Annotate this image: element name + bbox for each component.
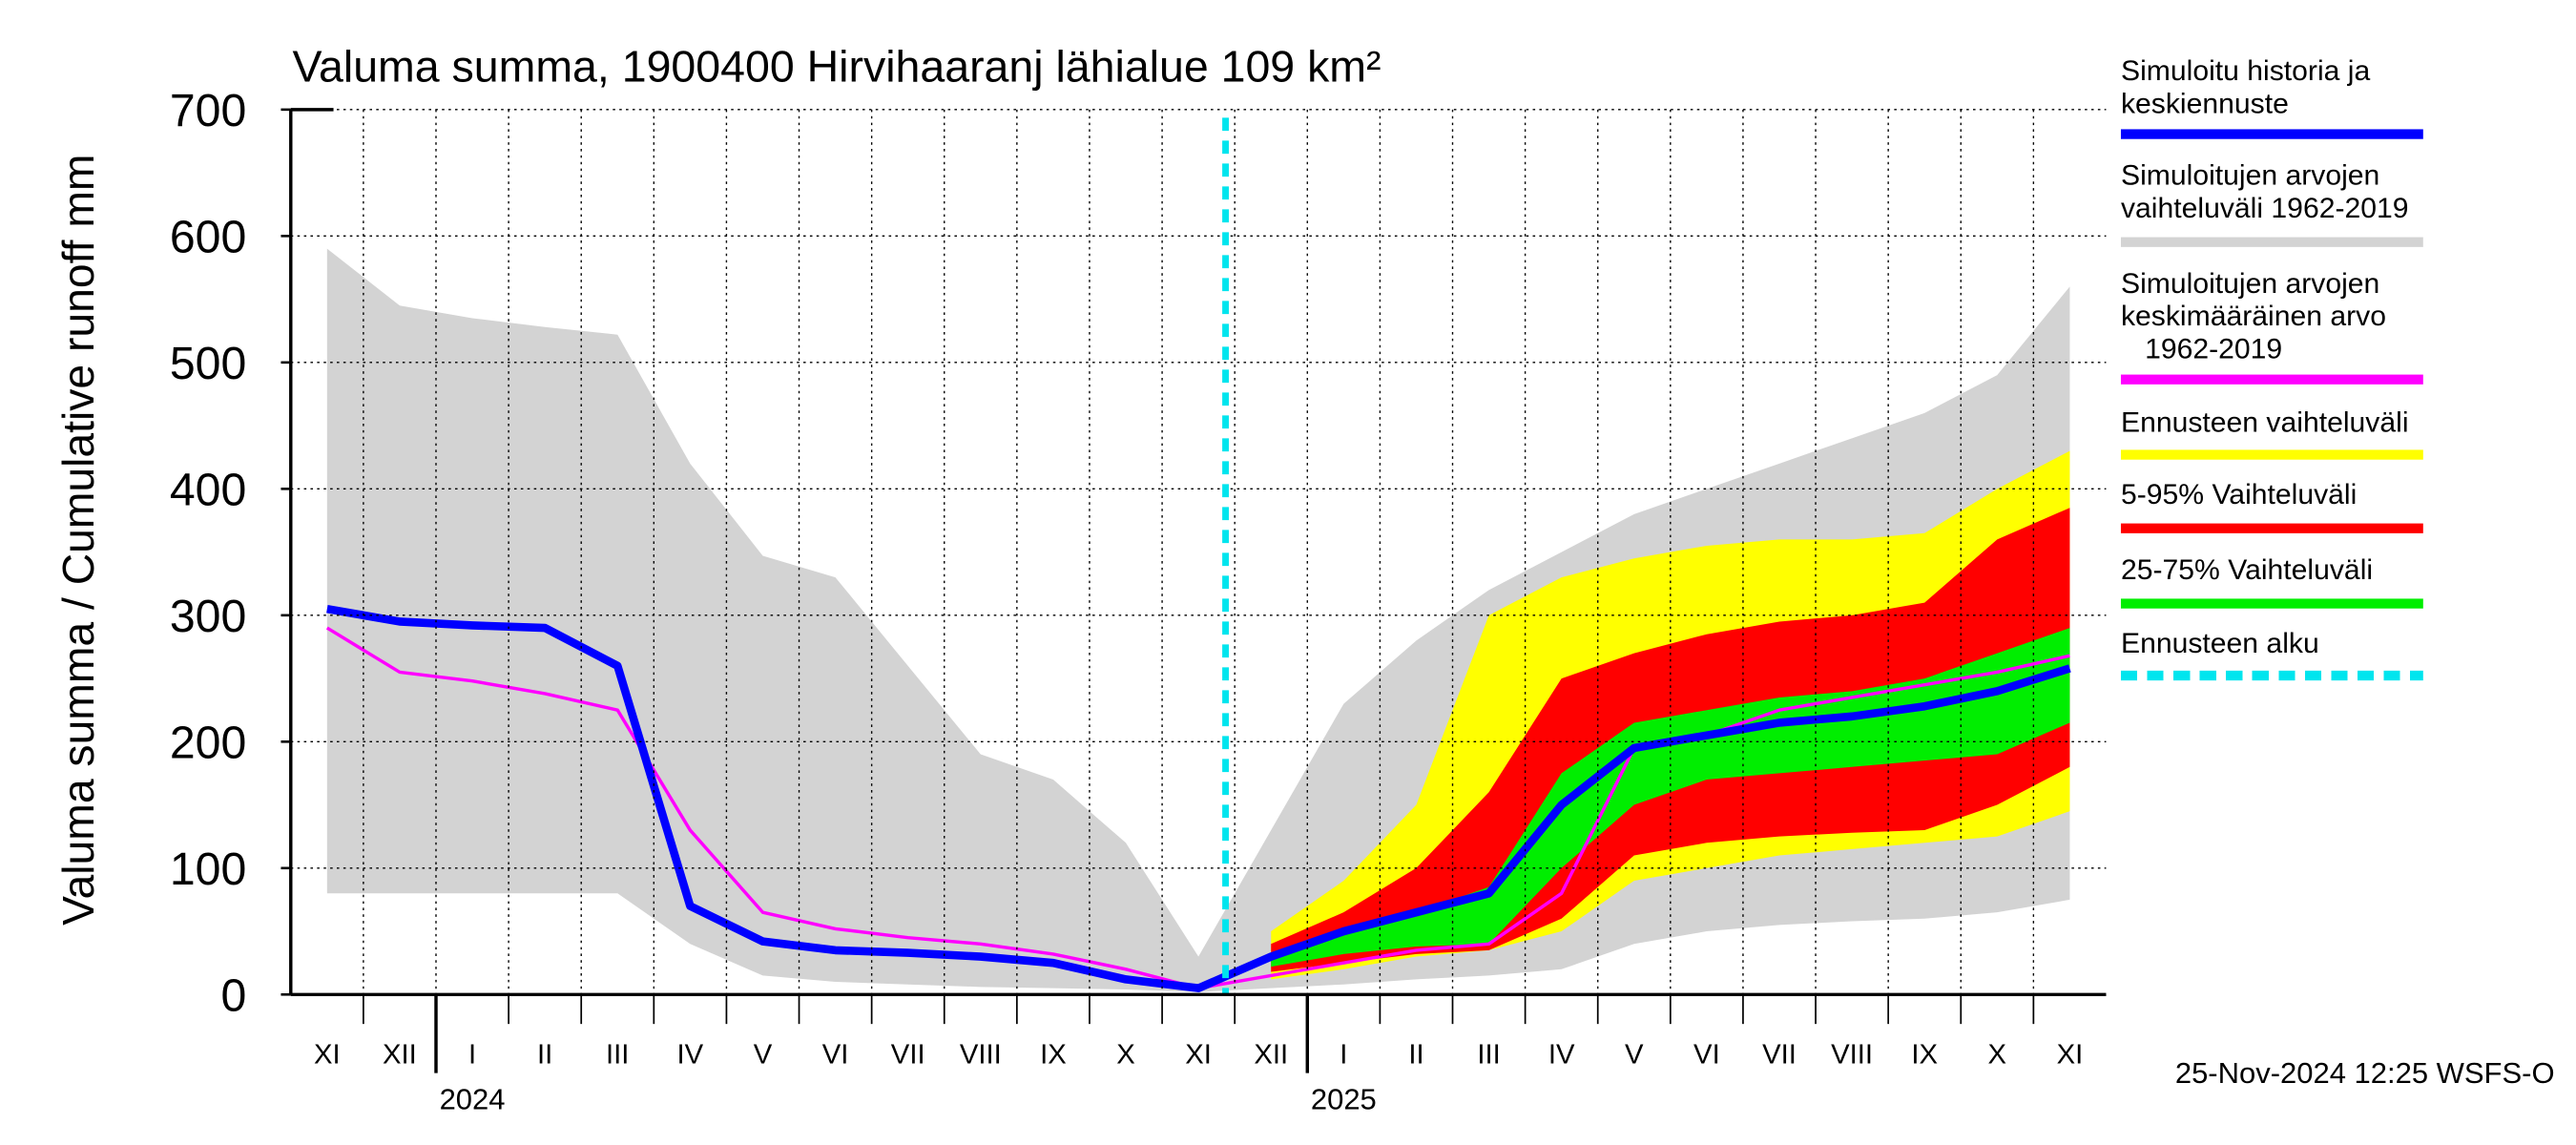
x-tick-label: X [1988, 1039, 2007, 1070]
x-tick-label: IV [677, 1039, 704, 1070]
x-group-label: 2024 [440, 1082, 506, 1115]
x-tick-label: I [468, 1039, 476, 1070]
y-tick-label: 700 [170, 85, 246, 136]
legend-swatch [2120, 523, 2423, 533]
legend-label: 25-75% Vaihteluväli [2120, 552, 2374, 586]
y-tick-label: 100 [170, 843, 246, 895]
x-tick-label: XI [1185, 1039, 1212, 1070]
x-tick-label: VIII [960, 1039, 1002, 1070]
y-tick-label: 600 [170, 212, 246, 263]
footer: 25-Nov-2024 12:25 WSFS-O [2175, 1056, 2555, 1090]
legend-label: Simuloitu historia ja keskiennuste [2120, 53, 2371, 120]
legend-label: Ennusteen vaihteluväli [2120, 406, 2409, 439]
legend-label: Ennusteen alku [2120, 626, 2319, 659]
y-tick-label: 0 [220, 970, 246, 1022]
x-tick-label: IX [1911, 1039, 1938, 1070]
series-line [326, 604, 2071, 992]
x-tick-label: IV [1548, 1039, 1575, 1070]
x-tick-label: I [1340, 1039, 1347, 1070]
x-tick-label: XII [1254, 1039, 1288, 1070]
legend-swatch [2120, 129, 2423, 139]
x-group-label: 2025 [1311, 1082, 1377, 1115]
legend-label: Simuloitujen arvojen vaihteluväli 1962-2… [2120, 158, 2409, 224]
x-tick-label: V [1625, 1039, 1644, 1070]
x-tick-label: VII [1762, 1039, 1797, 1070]
x-tick-label: VI [1693, 1039, 1720, 1070]
y-axis-label: Valuma summa / Cumulative runoff mm [53, 155, 103, 926]
x-tick-label: III [606, 1039, 629, 1070]
x-tick-label: VIII [1831, 1039, 1873, 1070]
x-tick-label: VII [891, 1039, 925, 1070]
x-tick-label: III [1477, 1039, 1500, 1070]
legend-label: 5-95% Vaihteluväli [2120, 477, 2358, 510]
x-tick-label: XI [2057, 1039, 2084, 1070]
y-tick-label: 200 [170, 718, 246, 769]
legend-label: Simuloitujen arvojen keskimääräinen arvo… [2120, 266, 2387, 365]
legend-swatch [2120, 237, 2423, 247]
x-tick-label: IX [1040, 1039, 1067, 1070]
x-tick-label: II [1408, 1039, 1423, 1070]
legend-swatch [2120, 670, 2423, 681]
x-tick-label: X [1116, 1039, 1135, 1070]
legend-swatch [2120, 449, 2423, 460]
x-tick-label: XI [314, 1039, 341, 1070]
x-tick-label: II [537, 1039, 552, 1070]
plot-area [325, 248, 2071, 992]
chart-title: Valuma summa, 1900400 Hirvihaaranj lähia… [292, 42, 1381, 92]
y-tick-label: 400 [170, 465, 246, 516]
legend-swatch [2120, 598, 2423, 609]
x-tick-label: V [754, 1039, 773, 1070]
x-tick-label: XII [383, 1039, 417, 1070]
legend-swatch [2120, 374, 2423, 385]
x-tick-label: VI [822, 1039, 849, 1070]
y-tick-label: 300 [170, 591, 246, 642]
y-tick-label: 500 [170, 338, 246, 389]
